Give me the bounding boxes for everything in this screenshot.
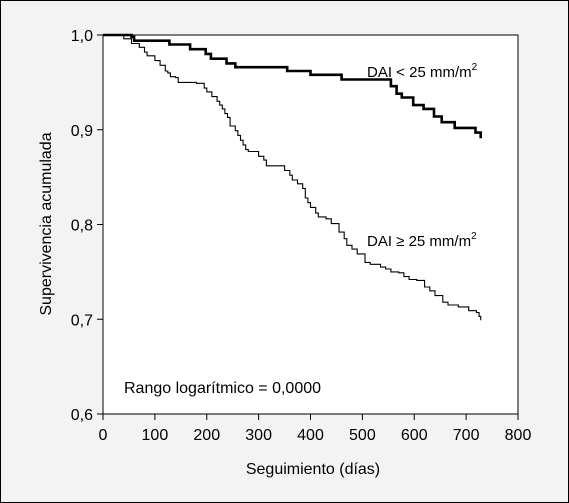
y-tick-label: 0,8 bbox=[71, 218, 93, 235]
y-tick-label: 0,6 bbox=[71, 407, 93, 424]
x-tick-label: 600 bbox=[401, 427, 428, 444]
x-tick-label: 200 bbox=[193, 427, 220, 444]
series-label-below-25-sup: 2 bbox=[472, 62, 478, 73]
x-tick-label: 700 bbox=[453, 427, 480, 444]
x-tick-label: 500 bbox=[349, 427, 376, 444]
y-tick-label: 0,7 bbox=[71, 312, 93, 329]
plot-area bbox=[102, 34, 519, 415]
series-label-above-25-sup: 2 bbox=[471, 231, 477, 242]
series-label-below-25: DAI < 25 mm/m2 bbox=[367, 62, 478, 81]
x-tick-label: 400 bbox=[297, 427, 324, 444]
x-axis-label: Seguimiento (días) bbox=[246, 461, 380, 478]
series-lines bbox=[103, 33, 482, 321]
log-rank-annotation: Rango logarítmico = 0,0000 bbox=[124, 380, 321, 397]
y-tick-label: 1,0 bbox=[71, 28, 93, 45]
x-tick-label: 800 bbox=[505, 427, 532, 444]
y-tick-label: 0,9 bbox=[71, 123, 93, 140]
x-tick-label: 0 bbox=[99, 427, 108, 444]
x-tick-label: 300 bbox=[245, 427, 272, 444]
x-tick-label: 100 bbox=[142, 427, 169, 444]
y-axis-ticks: 0,6 0,7 0,8 0,9 1,0 bbox=[71, 28, 103, 424]
x-axis-ticks: 0 100 200 300 400 500 600 700 800 bbox=[99, 414, 532, 444]
y-axis-label: Supervivencia acumulada bbox=[38, 132, 55, 315]
series-label-above-25-main: DAI ≥ 25 mm/m bbox=[367, 233, 471, 250]
series-label-above-25: DAI ≥ 25 mm/m2 bbox=[367, 231, 477, 250]
series-label-below-25-main: DAI < 25 mm/m bbox=[367, 64, 472, 81]
series-line-below-25 bbox=[103, 33, 482, 139]
series-line-above-25 bbox=[103, 34, 482, 321]
